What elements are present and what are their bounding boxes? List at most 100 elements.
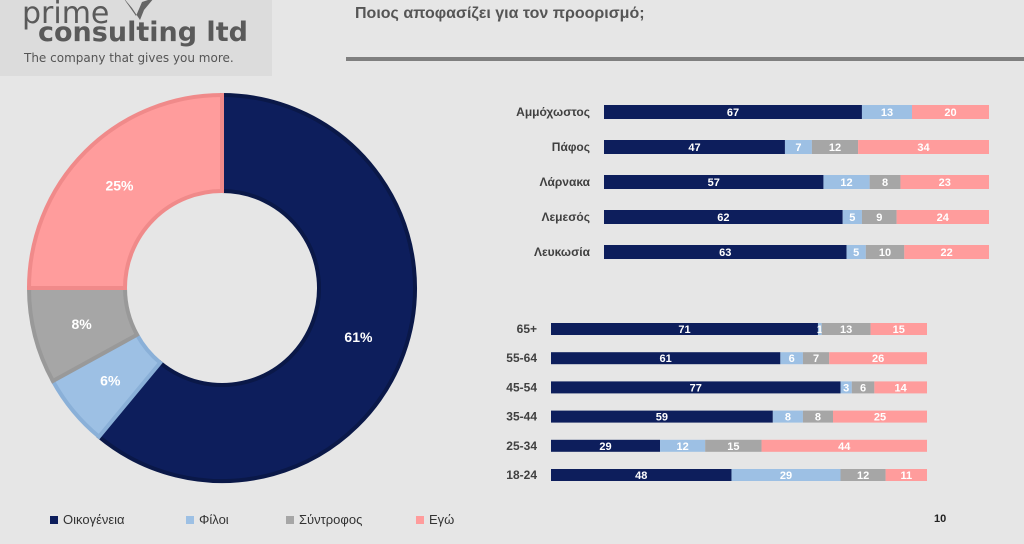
category-label-45-54: 45-54: [506, 380, 537, 394]
bar-self-55-64: [829, 352, 927, 365]
bar-friends-55-64: [780, 352, 803, 365]
company-logo: prime consulting ltd The company that gi…: [0, 0, 272, 76]
bar-self-αμμόχωστος: [912, 105, 989, 119]
bar-value-friends-18-24: 29: [780, 470, 792, 482]
legend-item-family: Οικογένεια: [50, 512, 125, 527]
bar-value-friends-αμμόχωστος: 13: [881, 107, 893, 119]
bar-family-αμμόχωστος: [604, 105, 862, 119]
region-bar-chart: Αμμόχωστος 67 13 20 Πάφος 47 7 12 34 Λάρνακα 57 12 8…: [516, 105, 989, 259]
bar-partner-λευκωσία: [865, 245, 905, 259]
logo-consulting-text: consulting ltd: [38, 17, 248, 48]
bar-partner-25-34: [705, 439, 762, 452]
bar-self-35-44: [833, 410, 927, 423]
bar-partner-λάρνακα: [869, 175, 901, 189]
bar-family-λεμεσός: [604, 210, 843, 224]
logo-tagline: The company that gives you more.: [24, 51, 234, 65]
bar-family-18-24: [551, 469, 732, 481]
bar-value-family-55-64: 61: [660, 353, 672, 365]
bar-friends-αμμόχωστος: [861, 105, 912, 119]
donut-chart: 61% 6% 8% 25%: [26, 92, 417, 483]
bar-value-family-αμμόχωστος: 67: [727, 107, 739, 119]
bar-value-friends-λάρνακα: 12: [840, 177, 852, 189]
bar-self-λευκωσία: [904, 245, 989, 259]
bar-family-35-44: [551, 410, 773, 423]
donut-label-partner: 8%: [71, 316, 92, 332]
bar-partner-πάφος: [811, 140, 859, 154]
category-label-αμμόχωστος: Αμμόχωστος: [516, 105, 590, 119]
bar-value-partner-λάρνακα: 8: [882, 177, 888, 189]
bar-self-65: [870, 323, 927, 335]
bar-value-friends-λευκωσία: 5: [853, 247, 859, 259]
bar-value-partner-18-24: 12: [857, 470, 869, 482]
bar-family-λευκωσία: [604, 245, 847, 259]
bar-friends-λευκωσία: [846, 245, 866, 259]
bar-value-family-65: 71: [678, 324, 690, 336]
bar-friends-65: [817, 323, 822, 335]
bar-value-partner-45-54: 6: [860, 382, 866, 394]
legend-item-self: Εγώ: [416, 512, 454, 527]
bar-friends-λάρνακα: [823, 175, 870, 189]
legend-swatch-friends: [186, 515, 194, 524]
donut-slice-self: [26, 92, 224, 290]
bar-value-self-λευκωσία: 22: [941, 247, 953, 259]
bar-family-πάφος: [604, 140, 785, 154]
bar-value-self-λεμεσός: 24: [937, 212, 950, 224]
bar-family-45-54: [551, 381, 841, 394]
page-number: 10: [934, 513, 947, 525]
title-divider: [346, 57, 1024, 61]
bar-value-partner-35-44: 8: [815, 412, 821, 424]
bar-value-partner-λεμεσός: 9: [876, 212, 882, 224]
bar-value-family-πάφος: 47: [688, 142, 700, 154]
bar-value-self-65: 15: [893, 324, 905, 336]
bar-friends-18-24: [731, 469, 841, 481]
bar-partner-65: [821, 323, 871, 335]
bar-self-25-34: [761, 439, 927, 452]
bar-partner-45-54: [851, 381, 875, 394]
bar-value-family-λεμεσός: 62: [717, 212, 729, 224]
bar-value-friends-55-64: 6: [789, 353, 795, 365]
bar-family-λάρνακα: [604, 175, 824, 189]
legend-label-friends: Φίλοι: [199, 512, 229, 527]
bar-family-65: [551, 323, 818, 335]
logo-prime-text: prime: [22, 0, 110, 31]
bar-self-λάρνακα: [900, 175, 989, 189]
bar-friends-λεμεσός: [842, 210, 862, 224]
bar-value-friends-45-54: 3: [843, 382, 849, 394]
category-label-25-34: 25-34: [506, 439, 537, 453]
bar-value-family-18-24: 48: [635, 470, 647, 482]
bar-value-partner-55-64: 7: [813, 353, 819, 365]
page-title: Ποιος αποφασίζει για τον προορισμό;: [355, 5, 645, 22]
bar-self-45-54: [874, 381, 927, 394]
bar-friends-45-54: [840, 381, 852, 394]
legend-swatch-family: [50, 515, 58, 524]
legend-label-family: Οικογένεια: [63, 512, 125, 527]
bar-partner-35-44: [802, 410, 833, 423]
bar-value-friends-λεμεσός: 5: [849, 212, 855, 224]
category-label-λευκωσία: Λευκωσία: [534, 245, 591, 259]
bar-self-πάφος: [858, 140, 989, 154]
category-label-λεμεσός: Λεμεσός: [541, 210, 590, 224]
bar-value-partner-πάφος: 12: [829, 142, 841, 154]
category-label-18-24: 18-24: [506, 468, 537, 482]
bar-value-self-55-64: 26: [872, 353, 884, 365]
bar-value-family-45-54: 77: [690, 382, 702, 394]
bar-value-partner-65: 13: [840, 324, 852, 336]
legend-item-partner: Σύντροφος: [286, 512, 362, 527]
bar-value-friends-25-34: 12: [676, 441, 688, 453]
bar-friends-πάφος: [784, 140, 812, 154]
chart-legend: Οικογένεια Φίλοι Σύντροφος Εγώ: [50, 512, 490, 530]
bar-value-self-πάφος: 34: [917, 142, 930, 154]
bar-value-family-35-44: 59: [656, 412, 668, 424]
category-label-55-64: 55-64: [506, 351, 537, 365]
legend-item-friends: Φίλοι: [186, 512, 229, 527]
bar-value-friends-65: 1: [817, 324, 823, 336]
bar-value-self-αμμόχωστος: 20: [944, 107, 956, 119]
category-label-65: 65+: [517, 322, 537, 336]
bar-value-self-25-34: 44: [838, 441, 851, 453]
legend-label-partner: Σύντροφος: [299, 512, 363, 527]
category-label-λάρνακα: Λάρνακα: [539, 175, 590, 189]
logo-mark-icon: [124, 0, 153, 20]
legend-swatch-partner: [286, 515, 294, 524]
